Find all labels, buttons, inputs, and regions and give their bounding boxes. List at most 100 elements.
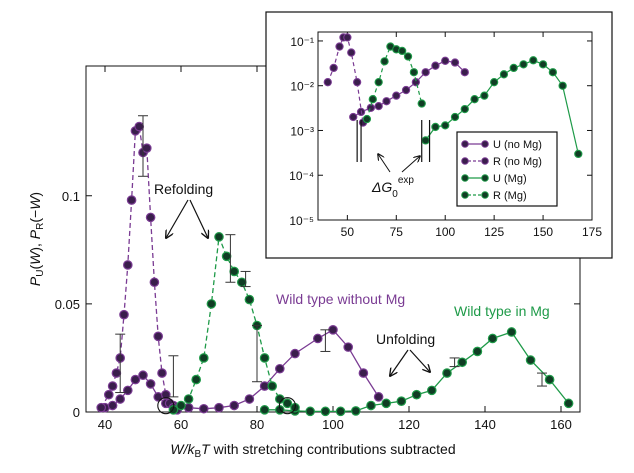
inset-data-point — [352, 78, 362, 87]
inset-data-point — [382, 97, 391, 106]
inset-data-point — [460, 68, 469, 77]
highlight-circle — [157, 397, 175, 415]
inset-data-point — [421, 68, 430, 77]
data-point — [134, 121, 144, 132]
x-axis-label-part: /k — [183, 441, 196, 457]
data-point — [312, 333, 323, 344]
inset-data-point — [529, 56, 538, 65]
x-axis-label-part: B — [194, 449, 201, 460]
inset-data-point — [499, 70, 509, 79]
data-point — [366, 400, 376, 411]
y-tick-label: 0.05 — [55, 297, 80, 312]
highlight-circle — [278, 397, 296, 415]
inset-data-point — [374, 101, 383, 111]
y-axis-label-part: (− — [27, 210, 43, 223]
arrow-unfolding — [390, 349, 409, 376]
data-point — [381, 398, 391, 409]
data-point — [244, 394, 255, 404]
inset-y-tick-label: 10⁻³ — [290, 124, 314, 138]
annotation-unfolding: Unfolding — [376, 331, 435, 347]
data-point — [107, 400, 118, 411]
y-axis-label-part: P — [27, 229, 43, 239]
inset-data-point — [349, 112, 358, 122]
legend-label: R (Mg) — [493, 190, 527, 202]
data-point — [138, 370, 148, 381]
data-point — [335, 406, 346, 417]
y-axis-label: PU(W), PR(−W) — [27, 192, 46, 286]
data-point — [191, 374, 201, 385]
inset-data-point — [323, 78, 332, 87]
inset-data-point — [431, 61, 440, 70]
data-point — [525, 355, 536, 365]
data-point — [350, 406, 361, 416]
inset-data-point — [509, 63, 518, 73]
data-point — [411, 389, 422, 400]
x-axis-label-part: W — [170, 441, 185, 457]
y-tick-label: 0.1 — [62, 189, 80, 204]
legend-marker — [481, 174, 489, 182]
inset-data-point — [489, 78, 499, 87]
inset-data-point — [574, 149, 583, 159]
arrow-refolding — [189, 199, 208, 238]
delta-g-label-part: exp — [398, 175, 415, 186]
data-point — [244, 294, 255, 305]
x-tick-label: 80 — [250, 417, 264, 432]
x-tick-label: 100 — [322, 417, 344, 432]
inset-x-tick-label: 150 — [533, 225, 553, 239]
x-tick-label: 140 — [474, 417, 496, 432]
data-point — [199, 353, 209, 363]
inset-x-tick-label: 75 — [390, 225, 404, 239]
data-point — [259, 353, 270, 363]
y-axis-label-part: U — [35, 270, 46, 277]
data-point — [145, 379, 156, 389]
data-point — [426, 385, 437, 396]
x-axis-label-part: T — [201, 441, 211, 457]
inset-data-point — [441, 56, 450, 65]
series-line-R_Mg — [173, 236, 296, 411]
inset-data-point — [450, 112, 460, 122]
inset-data-point — [417, 99, 426, 108]
data-point — [506, 327, 517, 337]
data-point — [290, 348, 300, 359]
data-point — [130, 374, 141, 385]
data-point — [149, 277, 160, 288]
data-point — [123, 385, 133, 396]
inset-x-tick-label: 175 — [582, 225, 602, 239]
legend-marker — [461, 174, 469, 182]
data-point — [229, 400, 239, 411]
legend-marker — [461, 157, 469, 165]
inset-data-point — [409, 68, 419, 77]
y-axis-label-part: W — [27, 250, 43, 265]
x-tick-label: 120 — [398, 417, 420, 432]
data-point — [111, 368, 122, 378]
data-point — [119, 309, 129, 320]
data-point — [544, 374, 555, 385]
data-point — [104, 389, 114, 400]
inset-data-point — [374, 78, 383, 87]
inset-y-tick-label: 10⁻¹ — [290, 35, 314, 49]
data-point — [358, 368, 369, 378]
y-axis-label-part: ) — [27, 192, 43, 197]
inset-series-line — [425, 59, 579, 155]
inset-data-point — [329, 63, 338, 73]
data-point — [563, 398, 574, 409]
data-point — [183, 394, 194, 404]
inset-data-point — [421, 136, 430, 145]
series-line-R_noMg — [100, 124, 178, 411]
data-point — [343, 342, 353, 352]
y-axis-label-part: R — [35, 223, 46, 230]
data-point — [123, 260, 133, 270]
data-point — [472, 346, 483, 357]
data-point — [115, 394, 125, 404]
inset-data-point — [335, 42, 344, 51]
arrow-unfolding — [409, 349, 430, 372]
legend-label: U (Mg) — [493, 173, 527, 185]
x-axis-label: W/kBT with stretching contributions subt… — [170, 441, 455, 460]
inset-data-point — [548, 68, 558, 77]
data-point — [442, 368, 452, 378]
data-point — [457, 357, 467, 368]
data-point — [214, 232, 224, 242]
inset-x-tick-label: 125 — [484, 225, 504, 239]
inset-data-point — [347, 48, 356, 57]
